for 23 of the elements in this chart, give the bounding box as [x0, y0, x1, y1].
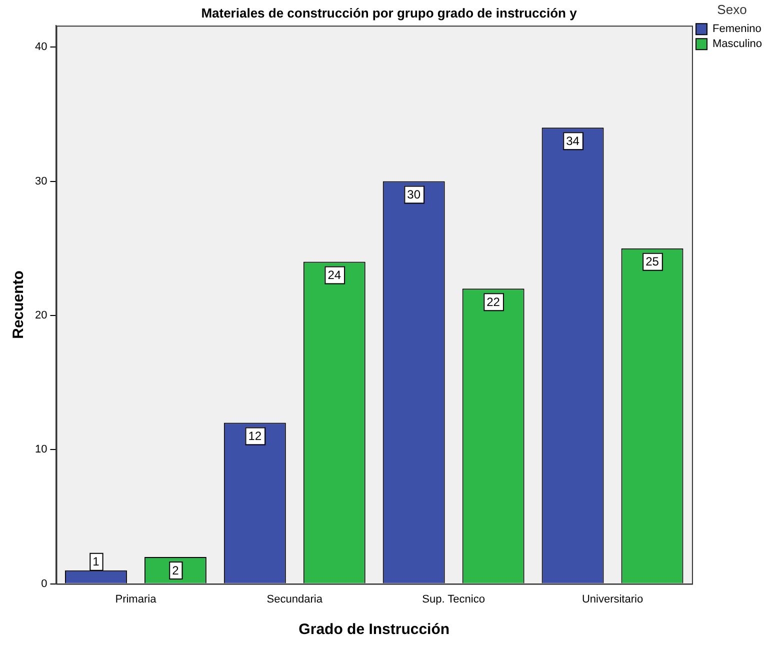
y-tick-label: 0 [41, 578, 48, 590]
legend-title: Sexo [717, 2, 747, 18]
data-label: 2 [172, 563, 180, 578]
y-tick-label: 30 [34, 175, 48, 188]
chart-title: Materiales de construcción por grupo grado de instrucción y [201, 5, 578, 20]
y-axis-title: Recuento [10, 270, 28, 339]
data-label: 30 [407, 188, 421, 202]
data-label: 12 [248, 429, 262, 444]
data-label: 24 [328, 268, 342, 282]
y-tick-label: 40 [34, 41, 48, 54]
y-tick-label: 20 [34, 309, 48, 322]
legend-label: Masculino [712, 38, 762, 50]
data-label: 1 [92, 554, 100, 569]
legend-label: Femenino [712, 23, 762, 36]
y-tick-label: 10 [34, 444, 48, 456]
data-label: 34 [566, 134, 580, 148]
data-label: 22 [486, 294, 500, 309]
x-tick-label: Sup. Tecnico [422, 593, 485, 606]
x-tick-label: Primaria [115, 593, 158, 606]
x-axis-title: Grado de Instrucción [298, 621, 450, 638]
x-tick-label: Secundaria [266, 593, 324, 606]
x-tick-label: Universitario [582, 593, 644, 606]
data-label: 25 [646, 254, 660, 269]
